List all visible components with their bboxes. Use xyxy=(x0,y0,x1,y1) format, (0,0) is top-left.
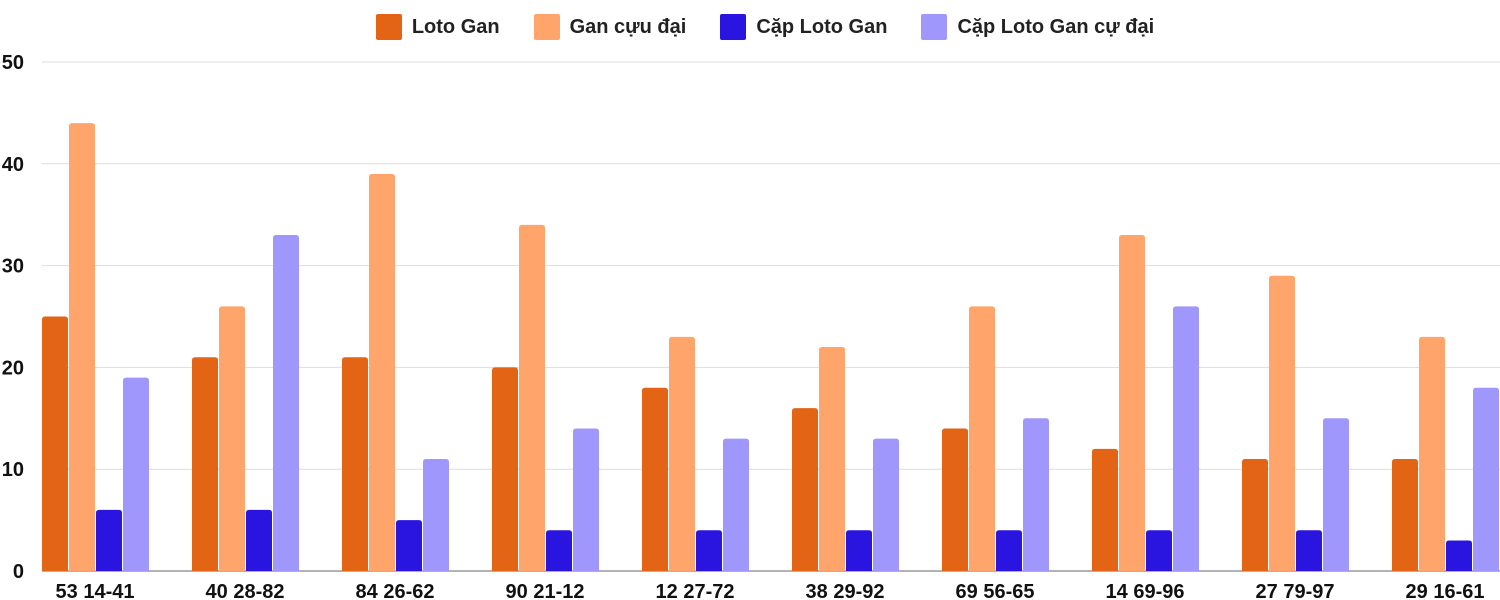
bar xyxy=(942,428,968,571)
legend: Loto Gan Gan cựu đại Cặp Loto Gan Cặp Loto … xyxy=(0,14,1500,40)
x-tick-label: 14 69-96 xyxy=(1106,581,1185,600)
legend-item: Loto Gan xyxy=(375,14,500,40)
legend-swatch xyxy=(921,14,948,40)
x-tick-label: 69 56-65 xyxy=(956,581,1035,600)
x-tick-label: 40 28-82 xyxy=(206,581,285,600)
x-tick-label: 38 29-92 xyxy=(806,581,885,600)
bar xyxy=(1242,459,1268,571)
bar xyxy=(996,530,1022,571)
y-tick-label: 0 xyxy=(13,561,24,583)
bar xyxy=(96,509,122,571)
bar xyxy=(696,530,722,571)
y-tick-label: 50 xyxy=(2,52,24,74)
legend-swatch xyxy=(720,14,747,40)
bar xyxy=(819,347,845,571)
bar xyxy=(1296,530,1322,571)
y-tick-label: 40 xyxy=(2,154,24,176)
bar xyxy=(42,316,68,571)
bar xyxy=(642,387,668,571)
bar xyxy=(546,530,572,571)
legend-item: Cặp Loto Gan cự đại xyxy=(921,14,1154,40)
bar xyxy=(1419,336,1445,571)
legend-swatch xyxy=(375,14,402,40)
bar xyxy=(342,357,368,571)
bar xyxy=(69,123,95,571)
legend-label: Loto Gan xyxy=(411,15,500,38)
bar xyxy=(846,530,872,571)
bar xyxy=(1119,235,1145,571)
bar xyxy=(573,428,599,571)
bar xyxy=(1392,459,1418,571)
bar xyxy=(1173,306,1199,571)
bar xyxy=(423,459,449,571)
bar xyxy=(192,357,218,571)
y-tick-label: 30 xyxy=(2,256,24,278)
legend-item: Cặp Loto Gan xyxy=(720,14,887,40)
bar xyxy=(873,438,899,571)
bar xyxy=(369,173,395,572)
legend-swatch xyxy=(533,14,560,40)
bar xyxy=(1323,418,1349,571)
bar xyxy=(1092,448,1118,571)
legend-label: Cặp Loto Gan xyxy=(756,15,888,38)
bar xyxy=(492,367,518,571)
legend-item: Gan cựu đại xyxy=(533,14,687,40)
x-tick-label: 27 79-97 xyxy=(1256,581,1335,600)
bar xyxy=(1446,540,1472,571)
y-tick-label: 20 xyxy=(2,357,24,379)
bar xyxy=(1023,418,1049,571)
x-tick-label: 84 26-62 xyxy=(356,581,435,600)
x-tick-label: 12 27-72 xyxy=(656,581,735,600)
legend-label: Gan cựu đại xyxy=(569,15,687,38)
bar xyxy=(396,520,422,571)
bar xyxy=(1146,530,1172,571)
bar xyxy=(1473,387,1499,571)
x-tick-label: 29 16-61 xyxy=(1406,581,1485,600)
x-tick-label: 53 14-41 xyxy=(56,581,135,600)
bar xyxy=(969,306,995,571)
x-tick-label: 90 21-12 xyxy=(506,581,585,600)
bar xyxy=(273,235,299,571)
y-tick-label: 10 xyxy=(2,459,24,481)
bar xyxy=(123,377,149,571)
bar xyxy=(792,408,818,571)
bar xyxy=(246,509,272,571)
legend-label: Cặp Loto Gan cự đại xyxy=(957,15,1155,38)
bar xyxy=(519,224,545,571)
bar xyxy=(723,438,749,571)
bar xyxy=(669,336,695,571)
bar xyxy=(219,306,245,571)
bar xyxy=(1269,275,1295,571)
